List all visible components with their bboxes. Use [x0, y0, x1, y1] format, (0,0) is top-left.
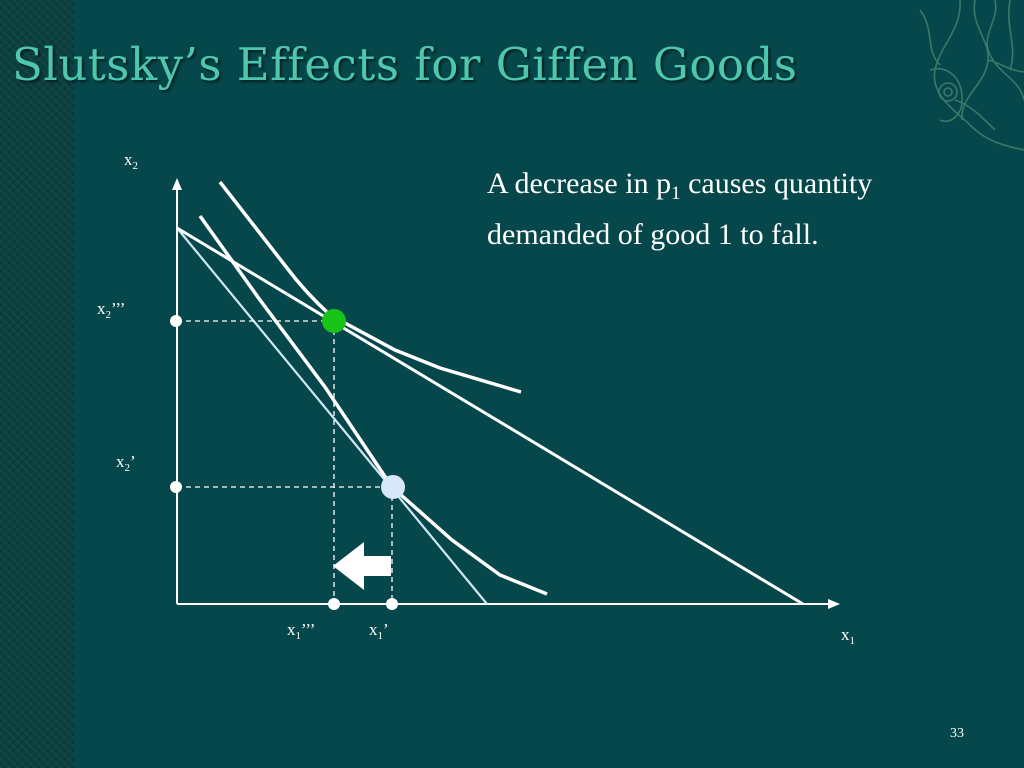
- tick-dot-x2-single: [170, 481, 182, 493]
- page-number: 33: [950, 726, 964, 741]
- tick-label-x2-triple: x2’’’: [97, 299, 126, 321]
- slide-caption: A decrease in p1 causes quantity demande…: [487, 167, 873, 251]
- new-budget-line: [176, 226, 804, 606]
- tick-label-x1-single: x1’: [369, 620, 389, 642]
- tick-label-x2-single: x2’: [116, 452, 136, 474]
- original-bundle-point: [381, 475, 405, 499]
- slide-title: Slutsky’s Effects for Giffen Goods: [12, 38, 798, 91]
- y-axis-label: x2: [124, 150, 138, 172]
- tick-dot-x1-single: [386, 598, 398, 610]
- tick-label-x1-triple: x1’’’: [287, 620, 316, 642]
- y-axis: [172, 178, 182, 604]
- tick-dot-x1-triple: [328, 598, 340, 610]
- left-decorative-strip: [0, 0, 74, 768]
- seaweed-ornament-icon: [919, 0, 1024, 151]
- x-axis: [177, 599, 840, 609]
- left-arrow-icon: [333, 542, 391, 590]
- x-axis-label: x1: [841, 625, 855, 647]
- upper-indifference-curve: [218, 180, 522, 394]
- new-bundle-point: [322, 309, 346, 333]
- tick-dot-x2-triple: [170, 315, 182, 327]
- original-budget-line: [176, 227, 488, 605]
